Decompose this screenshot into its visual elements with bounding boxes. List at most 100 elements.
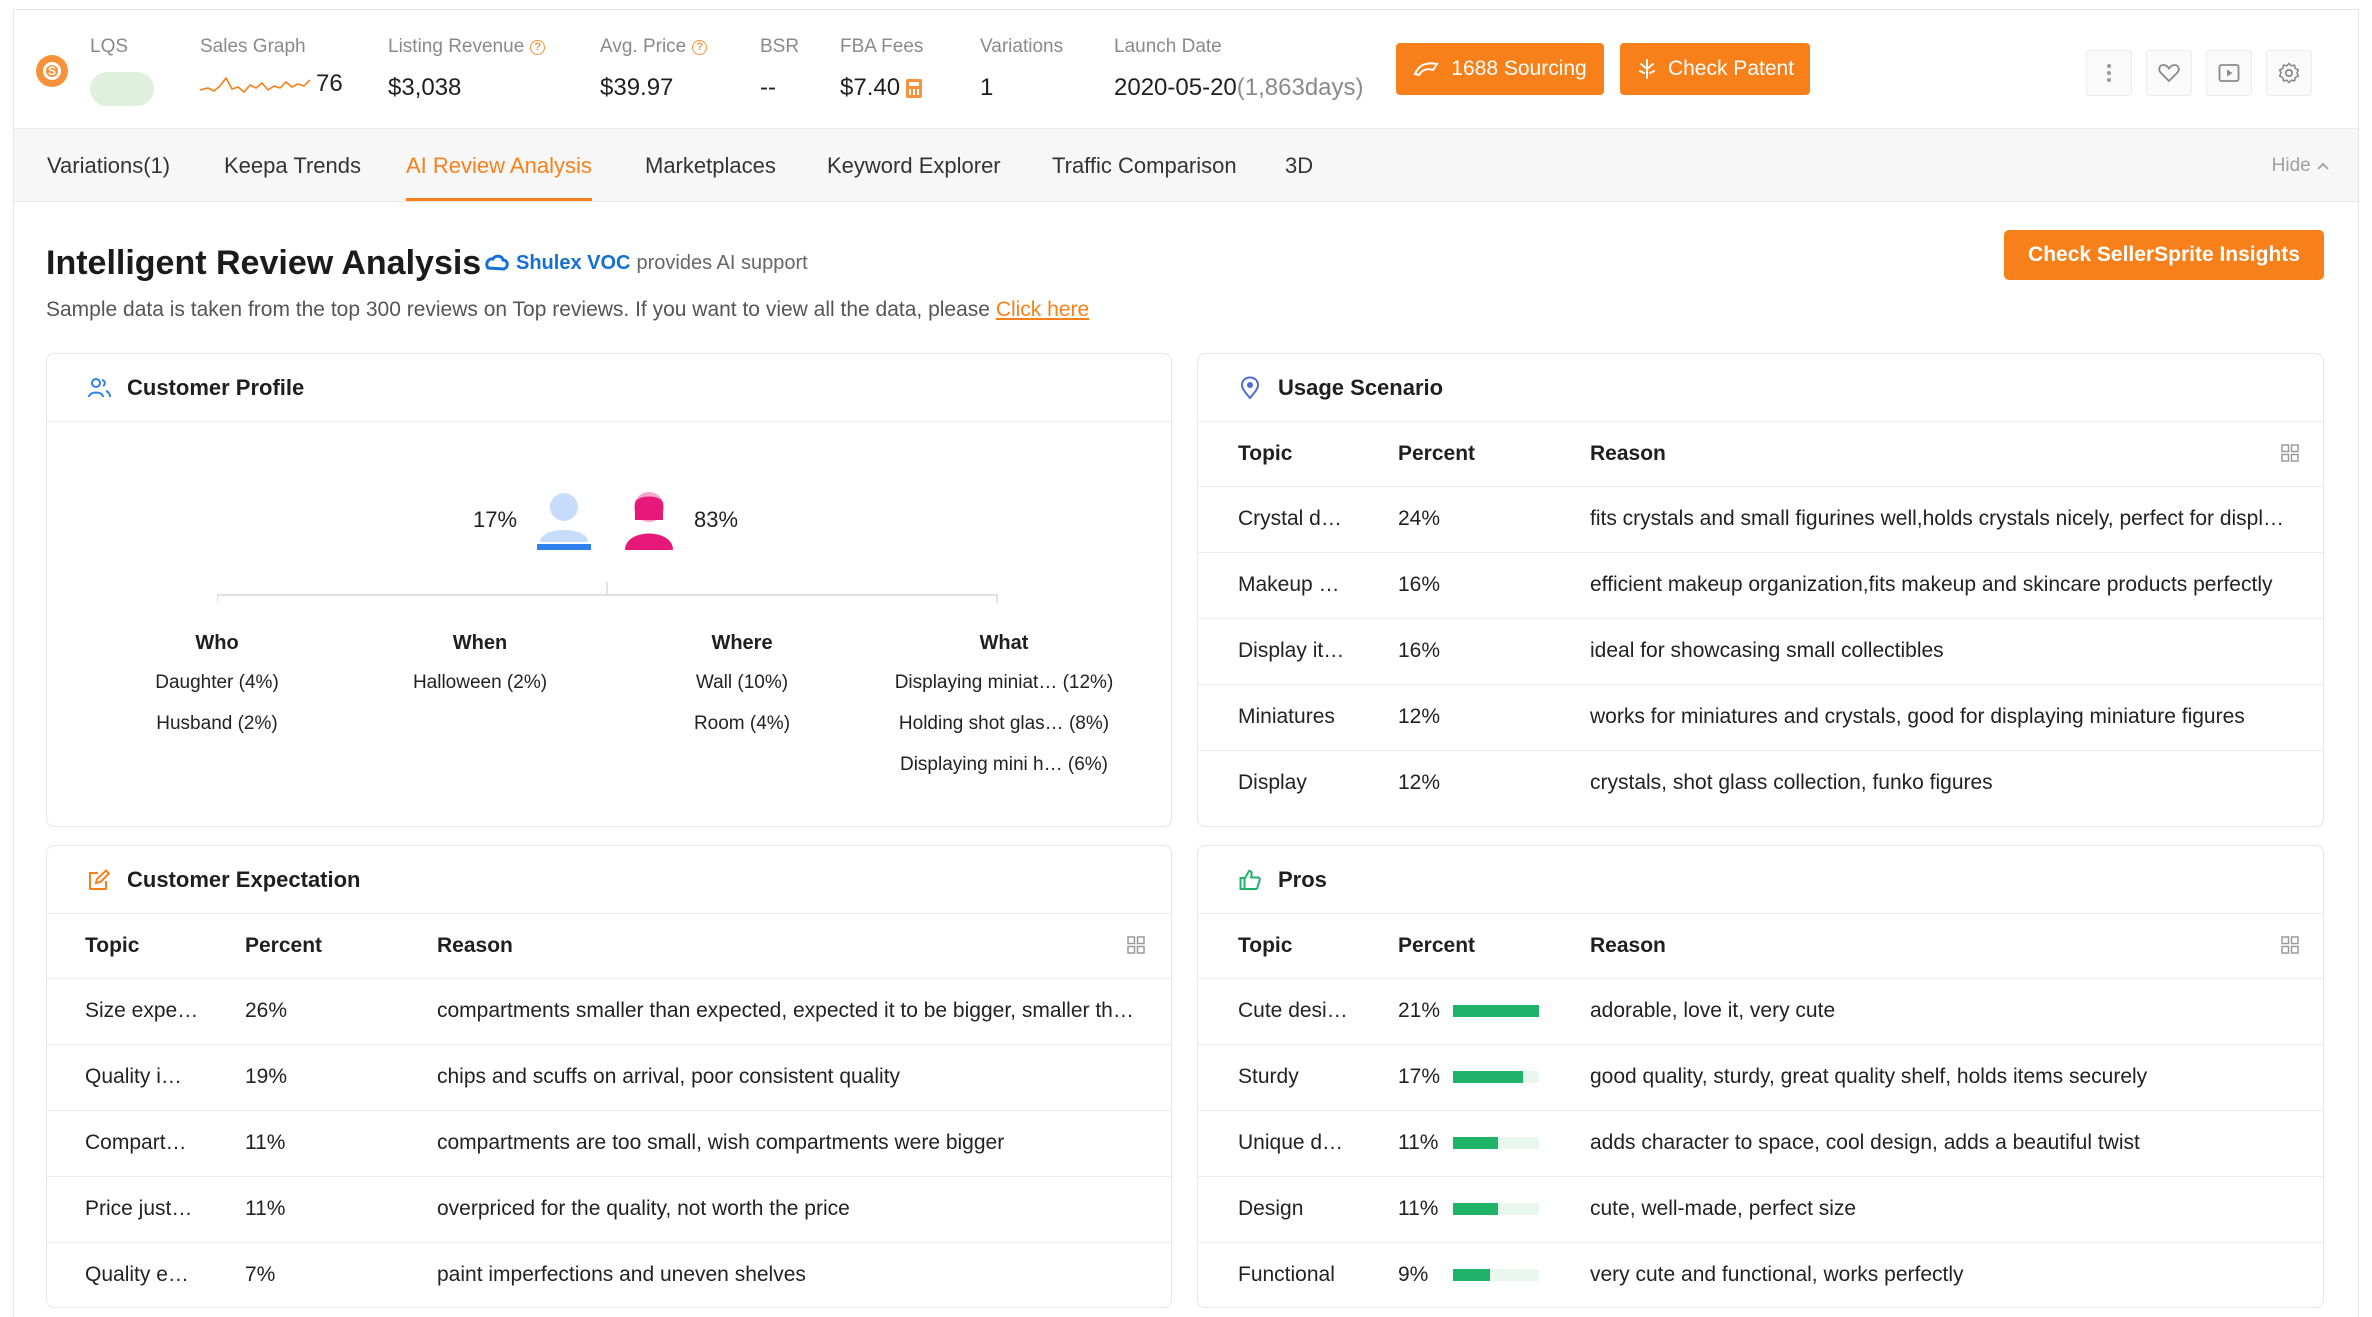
metric-avg-price: Avg. Price? $39.97	[600, 36, 708, 102]
percent-cell: 11%	[245, 1131, 286, 1154]
tab-traffic-comparison[interactable]: Traffic Comparison	[1052, 153, 1237, 178]
tab-variations[interactable]: Variations(1)	[47, 153, 171, 178]
tab-keepa-trends[interactable]: Keepa Trends	[224, 153, 361, 178]
when-column-title: When	[452, 632, 508, 654]
topic-cell: Makeup …	[1238, 573, 1340, 596]
percent-cell: 17%	[1398, 1065, 1441, 1088]
sourcing-1688-button[interactable]: 1688 Sourcing	[1396, 43, 1604, 95]
percent-bar-fill	[1453, 1203, 1498, 1215]
launch-date-label: Launch Date	[1114, 36, 1222, 57]
when-item: Halloween (2%)	[412, 672, 548, 693]
check-insights-button[interactable]: Check SellerSprite Insights	[2004, 230, 2324, 280]
percent-cell: 11%	[1398, 1197, 1439, 1220]
tab-marketplaces[interactable]: Marketplaces	[645, 153, 776, 178]
where-item: Room (4%)	[693, 713, 791, 734]
percent-bar-track	[1453, 1005, 1539, 1017]
users-icon	[87, 376, 111, 400]
table-row: Functional 9% very cute and functional, wo…	[1198, 1243, 2323, 1307]
reason-cell: works for miniatures and crystals, good …	[1590, 705, 2245, 728]
settings-gear-icon[interactable]	[2266, 50, 2312, 96]
click-here-link[interactable]: Click here	[995, 298, 1090, 321]
table-row: Sturdy 17% good quality, sturdy, great qua…	[1198, 1045, 2323, 1111]
patent-icon	[1638, 59, 1655, 79]
location-pin-icon	[1238, 375, 1262, 400]
favorite-heart-icon[interactable]	[2146, 50, 2192, 96]
reason-cell: overpriced for the quality, not worth th…	[437, 1197, 850, 1220]
usage-scenario-table: Topic Percent Reason Crystal d… 24% fits c…	[1198, 422, 2323, 816]
tab-keyword-explorer[interactable]: Keyword Explorer	[827, 153, 1001, 178]
subtitle-text: Sample data is taken from the top 300 re…	[46, 298, 990, 321]
female-percent: 83%	[694, 507, 739, 532]
what-item: Displaying miniat… (12%)	[894, 672, 1114, 693]
reason-cell: efficient makeup organization,fits makeu…	[1590, 573, 2273, 596]
listing-revenue-label: Listing Revenue	[388, 36, 525, 57]
topic-cell: Design	[1238, 1197, 1304, 1220]
percent-cell: 11%	[1398, 1131, 1439, 1154]
column-settings-grid-icon[interactable]	[2281, 444, 2299, 462]
customer-expectation-title: Customer Expectation	[127, 866, 361, 892]
male-avatar-icon	[537, 493, 591, 550]
reason-cell: compartments smaller than expected, expe…	[437, 999, 1134, 1022]
topic-cell: Miniatures	[1238, 705, 1335, 728]
who-item: Daughter (4%)	[155, 672, 279, 693]
topic-cell: Cute desi…	[1238, 999, 1348, 1022]
reason-cell: good quality, sturdy, great quality shel…	[1590, 1065, 2148, 1088]
percent-cell: 12%	[1398, 705, 1441, 728]
topic-cell: Unique d…	[1238, 1131, 1344, 1154]
fba-fees-label: FBA Fees	[840, 36, 924, 57]
column-settings-grid-icon[interactable]	[1127, 936, 1145, 954]
reason-cell: cute, well-made, perfect size	[1590, 1197, 1857, 1220]
reason-cell: adorable, love it, very cute	[1590, 999, 1836, 1022]
voc-credit: Shulex VOC provides AI support	[484, 252, 808, 275]
table-row: Design 11% cute, well-made, perfect size	[1198, 1177, 2323, 1243]
metric-sales-graph[interactable]: Sales Graph 76	[200, 36, 343, 98]
launch-date-value: 2020-05-20	[1114, 74, 1237, 101]
usage-scenario-card: Usage Scenario Topic Percent Reason Crys…	[1197, 353, 2324, 827]
topic-cell: Quality e…	[85, 1263, 189, 1286]
more-options-icon[interactable]	[2086, 50, 2132, 96]
table-header: Topic Percent Reason	[1198, 422, 2323, 487]
reason-cell: compartments are too small, wish compart…	[437, 1131, 1005, 1154]
customer-expectation-table: Topic Percent Reason Size expe… 26% compar…	[47, 914, 1171, 1307]
pros-table: Topic Percent Reason Cute desi… 21% adorab…	[1198, 914, 2323, 1307]
pros-title: Pros	[1278, 866, 1327, 892]
metric-lqs: LQS	[90, 36, 154, 106]
check-patent-button[interactable]: Check Patent	[1620, 43, 1810, 95]
reason-cell: paint imperfections and uneven shelves	[437, 1263, 806, 1286]
hide-toggle[interactable]: Hide	[2272, 129, 2330, 203]
shulex-logo-icon	[485, 254, 509, 271]
table-row: Miniatures 12% works for miniatures and cr…	[1198, 685, 2323, 751]
column-settings-grid-icon[interactable]	[2281, 936, 2299, 954]
calculator-icon[interactable]	[906, 79, 923, 99]
page-subtitle: Sample data is taken from the top 300 re…	[46, 298, 1089, 322]
tab-ai-review-analysis[interactable]: AI Review Analysis	[406, 129, 592, 201]
table-row: Display it… 16% ideal for showcasing small…	[1198, 619, 2323, 685]
reason-cell: ideal for showcasing small collectibles	[1590, 639, 1944, 662]
metric-listing-revenue: Listing Revenue? $3,038	[388, 36, 546, 102]
lqs-label: LQS	[90, 36, 129, 57]
percent-column-header: Percent	[1398, 934, 1476, 957]
customer-profile-title: Customer Profile	[127, 374, 305, 400]
percent-cell: 16%	[1398, 573, 1441, 596]
tab-bar: Variations(1) Keepa Trends AI Review Ana…	[14, 128, 2358, 202]
table-row: Quality i… 19% chips and scuffs on arrival…	[47, 1045, 1171, 1111]
percent-cell: 7%	[245, 1263, 276, 1286]
percent-cell: 16%	[1398, 639, 1441, 662]
help-icon[interactable]: ?	[692, 39, 708, 55]
customer-expectation-card: Customer Expectation Topic Percent Reaso…	[46, 845, 1172, 1308]
percent-bar-fill	[1453, 1269, 1490, 1281]
voc-suffix: provides AI support	[636, 252, 808, 274]
percent-cell: 9%	[1398, 1263, 1429, 1286]
what-item: Holding shot glas… (8%)	[898, 713, 1110, 734]
percent-bar-track	[1453, 1269, 1539, 1281]
video-play-icon[interactable]	[2206, 50, 2252, 96]
variations-label: Variations	[980, 36, 1064, 57]
help-icon[interactable]: ?	[530, 39, 546, 55]
tab-3d[interactable]: 3D	[1285, 153, 1314, 178]
table-row: Display 12% crystals, shot glass collectio…	[1198, 751, 2323, 816]
metric-bsr: BSR --	[760, 36, 799, 102]
patent-button-label: Check Patent	[1667, 57, 1795, 80]
sellersprite-logo-icon: S	[36, 55, 68, 87]
percent-cell: 11%	[245, 1197, 286, 1220]
topic-cell: Quality i…	[85, 1065, 182, 1088]
